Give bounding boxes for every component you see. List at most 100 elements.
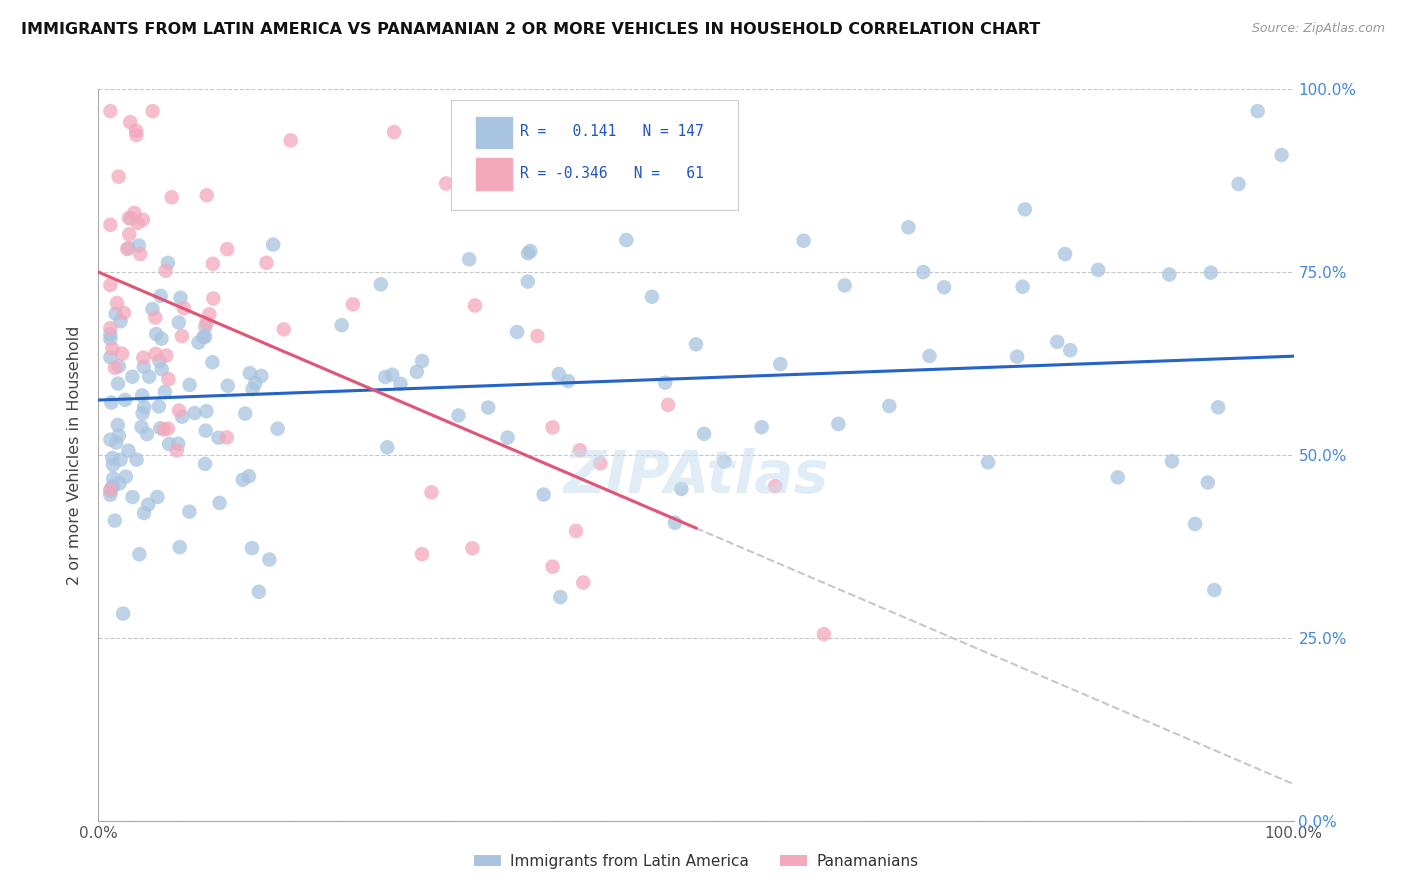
Point [447,409,470,423]
Point [112,306,135,320]
Point [101,342,124,356]
Point [389,376,412,391]
Point [131,406,153,420]
Text: Source: ZipAtlas.com: Source: ZipAtlas.com [1251,22,1385,36]
Point [148,354,170,368]
Point [240,541,263,555]
Point [547,367,569,381]
Point [266,422,288,436]
Legend: Immigrants from Latin America, Panamanians: Immigrants from Latin America, Panamania… [467,848,925,875]
Point [157,372,180,386]
Point [183,406,205,420]
Text: IMMIGRANTS FROM LATIN AMERICA VS PANAMANIAN 2 OR MORE VEHICLES IN HOUSEHOLD CORR: IMMIGRANTS FROM LATIN AMERICA VS PANAMAN… [21,22,1040,37]
Point [374,370,396,384]
Point [238,469,260,483]
Point [105,435,128,450]
FancyBboxPatch shape [451,100,738,210]
Point [153,422,176,436]
Point [104,514,127,528]
Point [201,257,224,271]
Point [127,216,149,230]
Point [143,310,166,325]
Point [1271,148,1294,162]
Y-axis label: 2 or more Vehicles in Household: 2 or more Vehicles in Household [67,326,83,584]
Point [100,395,122,409]
Point [115,469,138,483]
Point [145,326,167,341]
Point [110,452,132,467]
Point [115,242,138,256]
Point [98,483,122,498]
Point [107,417,129,432]
Point [98,488,122,502]
Point [247,584,270,599]
Point [170,409,193,424]
Point [793,234,815,248]
Point [879,399,901,413]
Point [129,247,152,261]
Point [98,321,122,335]
Point [262,237,284,252]
Point [160,190,183,204]
Point [477,401,499,415]
Point [145,347,167,361]
Point [195,316,218,330]
Point [111,346,134,360]
Point [110,314,132,328]
Point [169,540,191,554]
Point [134,400,156,414]
Point [834,278,856,293]
Point [167,403,190,417]
Point [517,246,540,260]
Point [557,374,579,388]
Point [108,476,131,491]
Point [198,307,221,321]
Point [132,212,155,227]
Point [98,104,122,119]
Point [912,265,935,279]
Point [98,327,122,342]
Point [153,384,176,399]
Point [242,382,264,396]
Point [434,177,457,191]
Point [128,238,150,252]
Point [98,483,122,497]
Point [194,319,217,334]
Point [641,290,664,304]
Point [1184,516,1206,531]
Point [120,115,142,129]
Point [170,329,193,343]
Point [519,244,541,258]
Point [150,332,173,346]
Point [657,398,679,412]
Point [458,252,481,267]
Point [101,481,124,495]
Point [121,490,143,504]
Point [118,211,141,225]
Point [104,360,127,375]
Point [104,307,127,321]
Point [550,590,572,604]
Text: ZIPAtlas: ZIPAtlas [564,449,828,506]
Point [141,301,163,316]
Point [693,426,716,441]
Point [136,427,159,442]
Point [157,437,180,451]
Point [232,473,254,487]
Point [245,376,267,390]
Point [142,104,165,119]
Point [101,479,124,493]
Point [187,335,209,350]
Point [131,388,153,402]
Point [256,256,278,270]
Point [98,351,122,365]
Point [382,125,405,139]
Point [146,490,169,504]
Point [1054,247,1077,261]
Point [150,362,173,376]
Point [194,424,217,438]
Point [541,559,564,574]
Point [589,456,612,470]
Point [114,392,136,407]
Point [201,355,224,369]
